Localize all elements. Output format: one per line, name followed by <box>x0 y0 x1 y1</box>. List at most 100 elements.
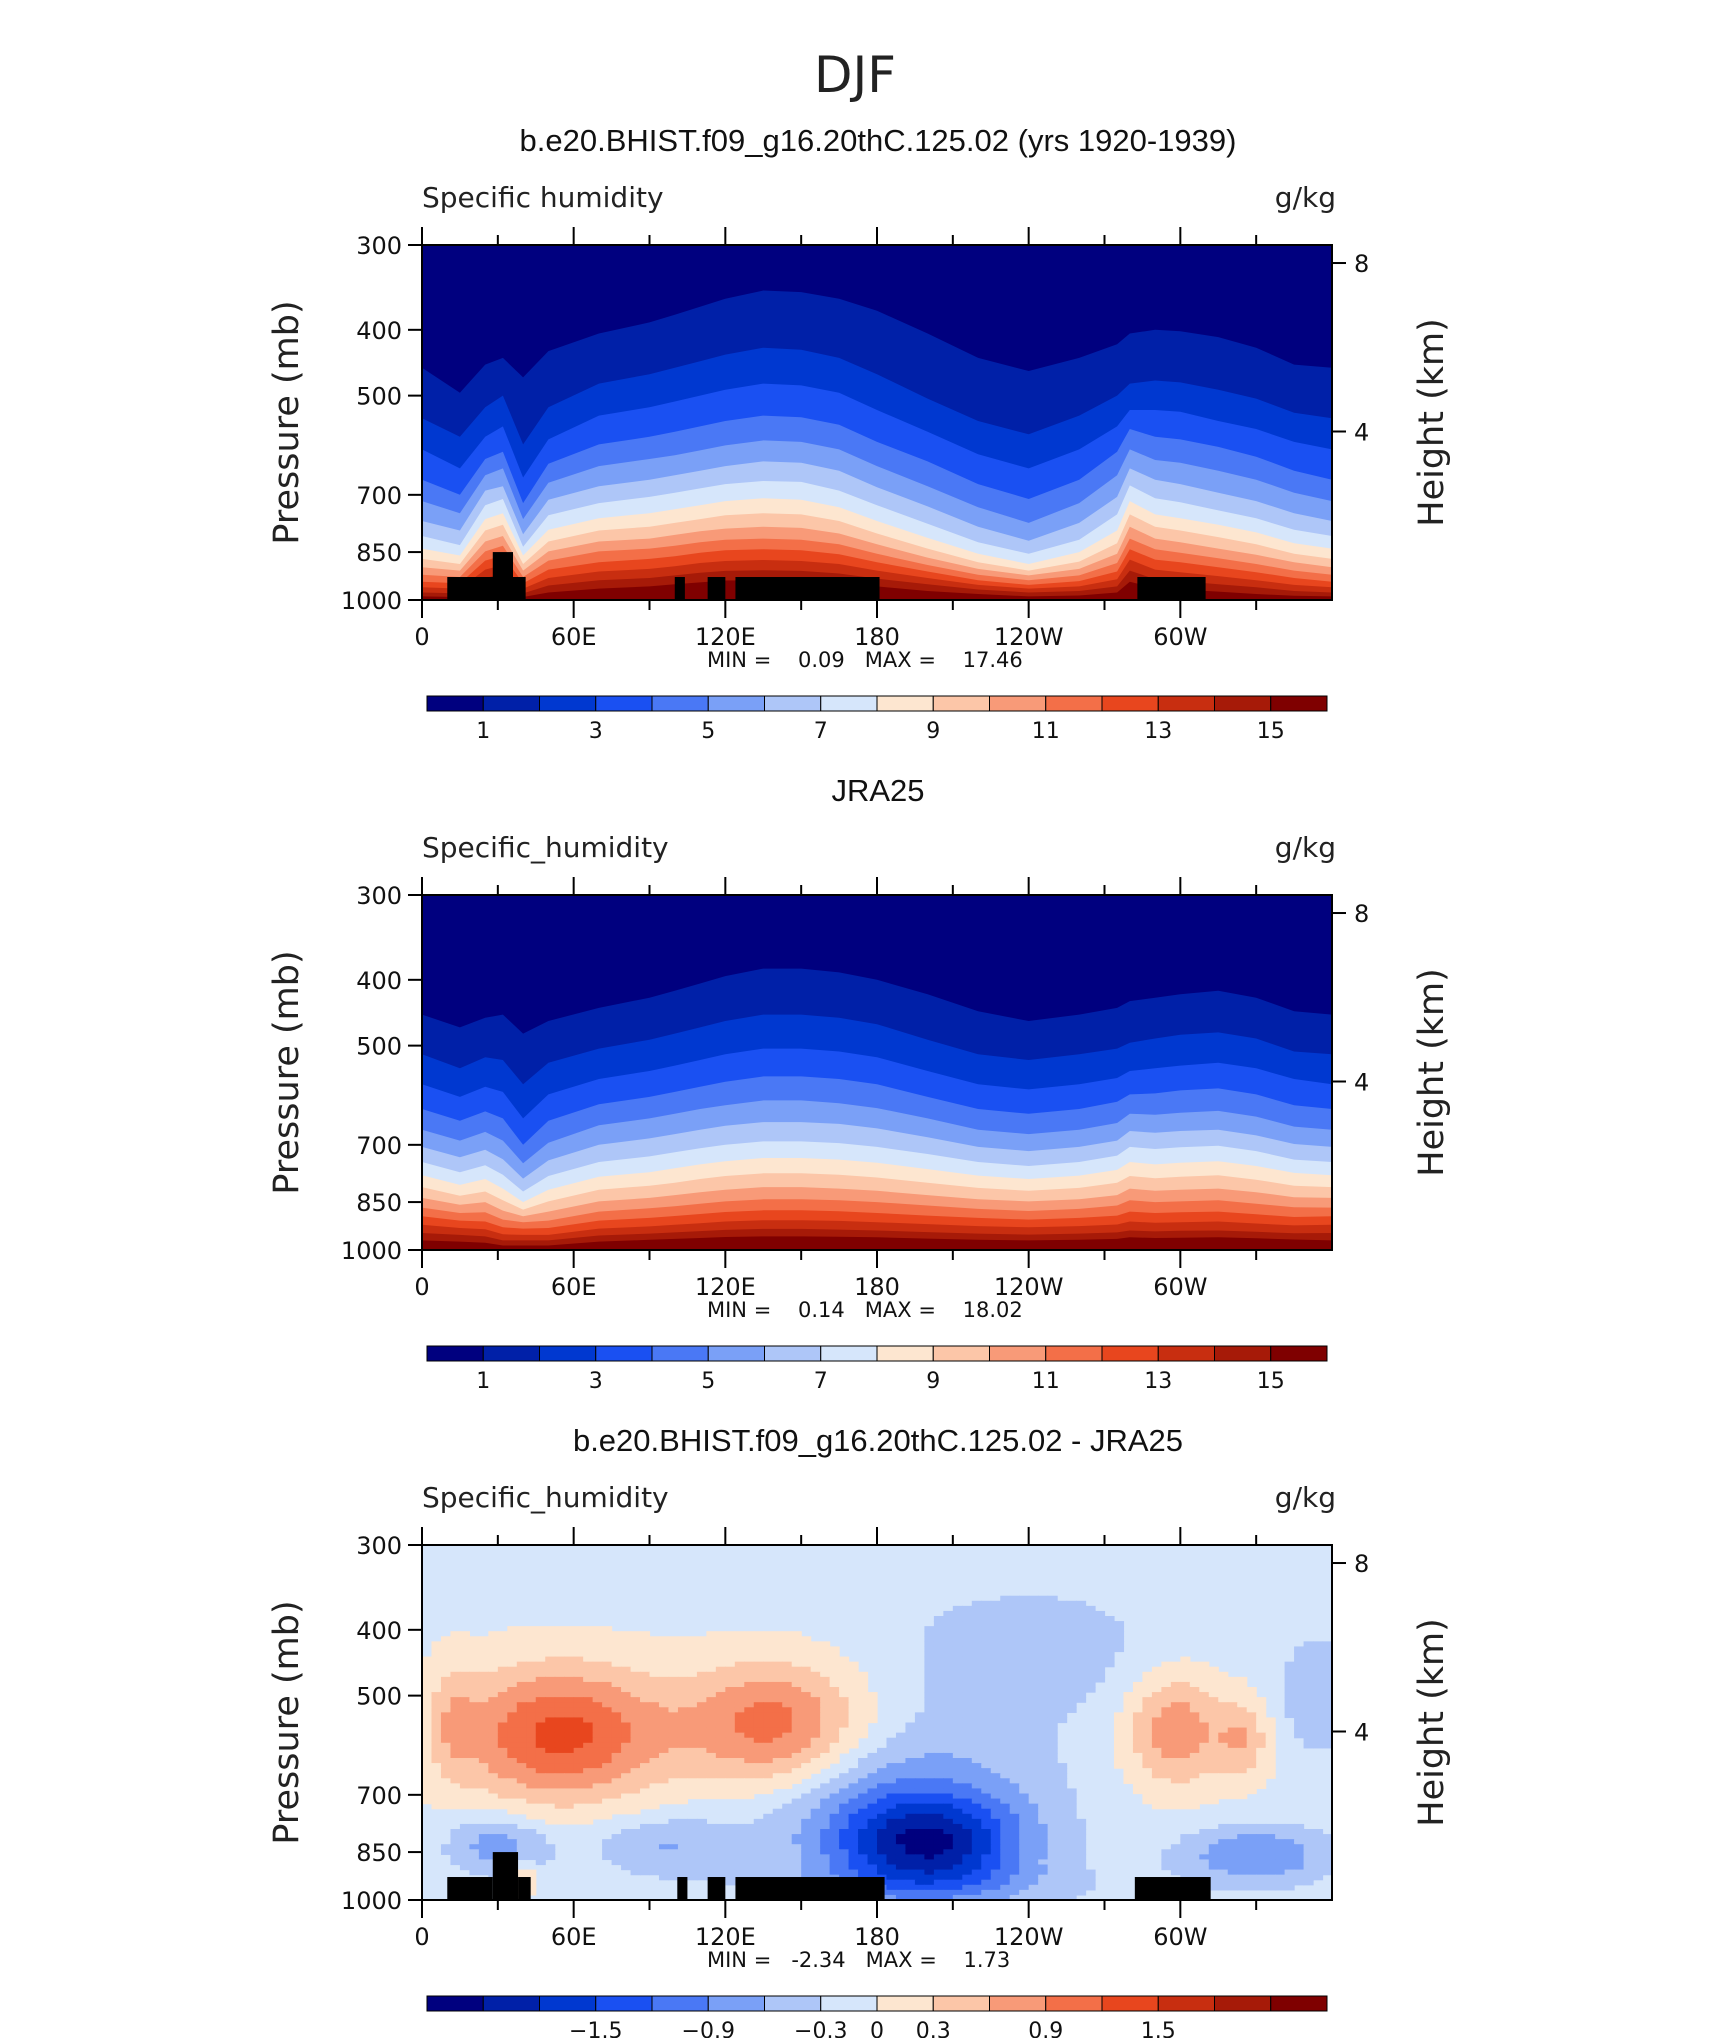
contour-cell <box>1218 1722 1229 1729</box>
contour-cell <box>1284 1834 1295 1840</box>
contour-cell <box>886 1874 897 1881</box>
contour-cell <box>478 1834 489 1840</box>
contour-cell <box>1076 1869 1087 1876</box>
contour-cell <box>497 1752 508 1759</box>
contour-cell <box>1151 1773 1162 1779</box>
contour-cell <box>1170 1788 1181 1795</box>
contour-cell <box>640 1773 651 1779</box>
contour-cell <box>1019 1823 1030 1830</box>
contour-cell <box>640 1834 651 1840</box>
contour-cell <box>1161 1692 1172 1698</box>
contour-cell <box>1038 1707 1049 1713</box>
contour-cell <box>1057 1818 1068 1825</box>
contour-cell <box>450 1707 461 1713</box>
contour-cell <box>763 1869 774 1876</box>
contour-cell <box>820 1707 831 1713</box>
contour-cell <box>706 1788 717 1795</box>
contour-cell <box>469 1712 480 1719</box>
contour-cell <box>772 1712 783 1719</box>
contour-cell <box>658 1874 670 1881</box>
contour-cell <box>1009 1661 1020 1668</box>
contour-cell <box>1009 1864 1020 1871</box>
contour-cell <box>431 1717 442 1724</box>
contour-cell <box>422 1798 433 1805</box>
contour-cell <box>971 1702 982 1708</box>
contour-cell <box>1000 1697 1011 1703</box>
contour-cell <box>914 1823 925 1830</box>
contour-cell <box>848 1798 859 1805</box>
contour-cell <box>981 1778 992 1784</box>
contour-cell <box>1151 1727 1162 1734</box>
contour-cell <box>535 1742 546 1749</box>
contour-cell <box>858 1829 869 1835</box>
contour-cell <box>943 1666 954 1673</box>
contour-cell <box>1237 1884 1248 1891</box>
contour-cell <box>1038 1854 1049 1861</box>
contour-cell <box>526 1884 537 1891</box>
contour-cell <box>1180 1844 1191 1850</box>
contour-cell <box>450 1651 461 1658</box>
contour-cell <box>687 1656 698 1663</box>
contour-cell <box>962 1793 973 1800</box>
contour-cell <box>469 1798 480 1805</box>
colorbar-swatch <box>426 1995 484 2012</box>
contour-cell <box>1038 1889 1049 1896</box>
contour-cell <box>621 1666 632 1673</box>
contour-cell <box>715 1646 726 1653</box>
contour-cell <box>971 1793 982 1800</box>
contour-cell <box>1284 1829 1295 1835</box>
contour-cell <box>459 1829 470 1835</box>
contour-cell <box>497 1768 508 1774</box>
contour-cell <box>696 1768 707 1774</box>
terrain-mask <box>447 577 498 600</box>
contour-cell <box>649 1829 660 1835</box>
contour-cell <box>459 1651 470 1658</box>
contour-cell <box>1095 1661 1106 1668</box>
contour-cell <box>990 1894 1001 1900</box>
contour-cell <box>839 1844 850 1850</box>
contour-cell <box>943 1752 954 1759</box>
contour-cell <box>516 1803 527 1810</box>
contour-cell <box>877 1783 888 1790</box>
contour-cell <box>1142 1676 1153 1683</box>
contour-cell <box>1256 1768 1267 1774</box>
contour-cell <box>1104 1656 1115 1663</box>
y-tick-label: 400 <box>356 967 402 995</box>
contour-cell <box>1227 1854 1238 1861</box>
contour-cell <box>734 1656 745 1663</box>
contour-cell <box>1151 1747 1162 1754</box>
contour-cell <box>602 1783 613 1790</box>
contour-cell <box>677 1778 689 1784</box>
contour-cell <box>1208 1747 1219 1754</box>
contour-cell <box>677 1671 689 1678</box>
contour-cell <box>516 1788 527 1795</box>
contour-cell <box>1132 1687 1144 1693</box>
contour-cell <box>630 1747 641 1754</box>
contour-cell <box>1199 1717 1210 1724</box>
contour-cell <box>1284 1707 1295 1713</box>
contour-cell <box>820 1727 831 1734</box>
contour-cell <box>933 1616 944 1622</box>
contour-cell <box>744 1666 755 1673</box>
contour-cell <box>924 1793 935 1800</box>
contour-cell <box>1151 1758 1162 1764</box>
contour-cell <box>981 1616 992 1622</box>
contour-cell <box>791 1849 802 1855</box>
contour-cell <box>1009 1839 1020 1845</box>
contour-cell <box>583 1707 594 1713</box>
contour-cell <box>829 1646 840 1653</box>
contour-cell <box>943 1783 954 1790</box>
contour-cell <box>905 1864 916 1871</box>
contour-cell <box>952 1732 963 1739</box>
contour-cell <box>478 1722 489 1729</box>
contour-cell <box>422 1687 433 1693</box>
contour-cell <box>1180 1839 1191 1845</box>
contour-cell <box>696 1697 707 1703</box>
contour-cell <box>478 1752 489 1759</box>
contour-cell <box>422 1752 433 1759</box>
contour-cell <box>1284 1874 1295 1881</box>
contour-cell <box>1208 1829 1219 1835</box>
contour-cell <box>1038 1778 1049 1784</box>
contour-cell <box>592 1742 603 1749</box>
contour-cell <box>943 1879 954 1886</box>
